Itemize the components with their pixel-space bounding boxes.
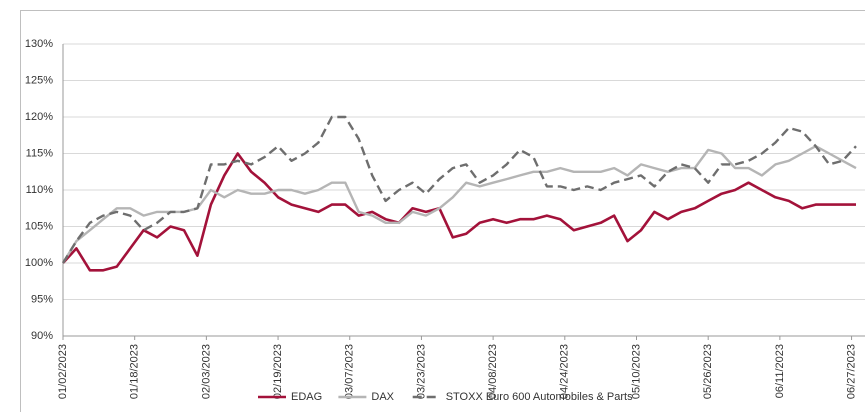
x-tick-label: 02/03/2023 [200,344,212,399]
x-tick-label: 05/26/2023 [702,344,714,399]
frame [20,10,865,412]
y-tick-label: 95% [31,293,53,305]
legend-label: EDAG [291,391,322,403]
legend-label: DAX [371,391,394,403]
x-tick-label: 04/24/2023 [559,344,571,399]
legend-label: STOXX Euro 600 Automobiles & Parts [446,391,633,403]
y-tick-label: 125% [25,74,53,86]
series-line [61,115,857,264]
x-tick-label: 01/18/2023 [129,344,141,399]
y-tick-label: 110% [26,184,54,196]
y-tick-label: 90% [31,330,53,342]
x-tick-label: 02/19/2023 [272,344,284,399]
y-tick-label: 120% [25,111,53,123]
x-tick-label: 05/10/2023 [630,344,642,399]
series-line [62,152,856,272]
x-tick-label: 06/11/2023 [774,344,786,398]
x-tick-label: 01/02/2023 [57,344,69,399]
x-tick-label: 04/08/2023 [487,344,499,399]
x-tick-label: 03/23/2023 [415,344,427,399]
y-tick-label: 100% [25,257,53,269]
y-tick-label: 105% [25,220,53,232]
x-tick-label: 06/27/2023 [845,344,857,399]
y-tick-label: 115% [26,147,54,159]
x-tick-label: 03/07/2023 [344,344,356,399]
y-tick-label: 130% [25,38,53,50]
